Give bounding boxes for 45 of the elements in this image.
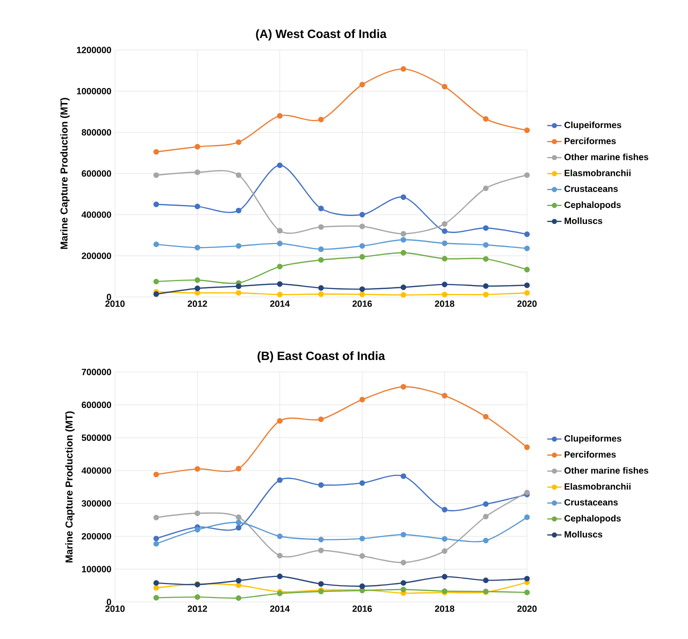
y-tick-label: 300000 <box>82 500 112 507</box>
y-tick-label: 1200000 <box>77 46 112 54</box>
y-tick-label: 600000 <box>82 402 112 408</box>
x-tick-label: 2012 <box>188 606 208 612</box>
x-tick-label: 2020 <box>517 300 537 307</box>
y-tick-label: 600000 <box>82 170 112 177</box>
legend-label: Molluscs <box>564 217 602 224</box>
x-tick-label: 2016 <box>352 606 372 612</box>
legend-label: Perciformes <box>564 138 616 144</box>
chart-title: (A) West Coast of India <box>256 29 387 40</box>
x-tick-label: 2012 <box>188 300 208 307</box>
y-tick-label: 800000 <box>82 129 112 136</box>
legend-label: Crustaceans <box>564 186 618 192</box>
legend-label: Clupeiformes <box>564 122 622 130</box>
legend-label: Perciformes <box>564 451 616 458</box>
x-tick-label: 2010 <box>105 300 125 307</box>
chart-title: (B) East Coast of India <box>258 351 386 362</box>
y-tick-label: 1000000 <box>77 88 112 94</box>
y-tick-label: 0 <box>106 294 112 300</box>
y-axis-title: Marine Capture Production (MT) <box>65 411 75 562</box>
y-tick-label: 400000 <box>82 211 112 218</box>
y-tick-label: 700000 <box>82 368 112 376</box>
y-tick-label: 200000 <box>82 533 112 540</box>
legend-label: Elasmobranchii <box>564 483 630 490</box>
legend-label: Cephalopods <box>564 514 621 524</box>
x-tick-label: 2020 <box>517 606 537 612</box>
legend-label: Crustaceans <box>564 499 618 506</box>
y-tick-label: 400000 <box>82 467 112 474</box>
x-tick-label: 2014 <box>270 300 290 307</box>
legend-label: Molluscs <box>564 530 602 538</box>
legend-label: Clupeiformes <box>564 435 622 444</box>
y-tick-label: 500000 <box>82 434 112 441</box>
legend-label: Other marine fishes <box>564 467 648 474</box>
x-tick-label: 2010 <box>105 606 125 612</box>
x-tick-label: 2016 <box>352 300 372 307</box>
legend-label: Elasmobranchii <box>564 170 630 176</box>
y-tick-label: 0 <box>106 598 112 606</box>
x-tick-label: 2018 <box>434 300 454 307</box>
y-tick-label: 200000 <box>82 252 112 260</box>
y-axis-title: Marine Capture Production (MT) <box>60 98 70 249</box>
x-tick-label: 2018 <box>434 606 454 612</box>
x-tick-label: 2014 <box>270 606 290 612</box>
legend-label: Cephalopods <box>564 201 621 210</box>
y-tick-label: 100000 <box>82 566 112 572</box>
legend-label: Other marine fishes <box>564 154 648 160</box>
